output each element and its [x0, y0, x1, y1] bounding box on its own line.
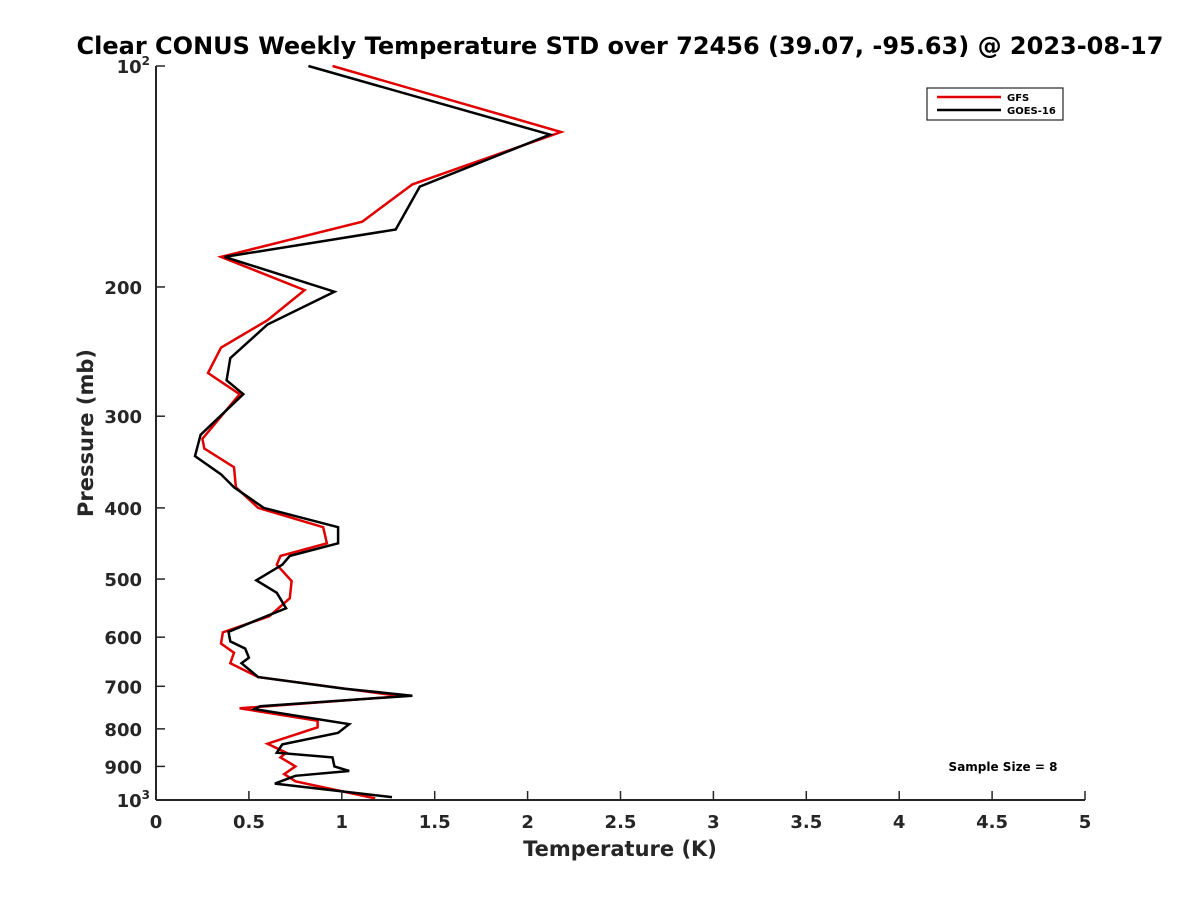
x-tick-label: 2.5: [605, 812, 637, 833]
y-tick-label: 700: [104, 677, 142, 698]
legend: GFS GOES-16: [926, 87, 1064, 121]
y-tick-label: 800: [104, 720, 142, 741]
x-tick-label: 3.5: [790, 812, 822, 833]
y-tick-label: 400: [104, 499, 142, 520]
sample-size-annotation: Sample Size = 8: [949, 760, 1058, 774]
y-tick-label: 103: [117, 788, 150, 812]
y-axis-label: Pressure (mb): [74, 349, 98, 517]
x-tick-label: 3: [707, 812, 720, 833]
y-tick-label: 300: [104, 407, 142, 428]
x-tick-label: 1.5: [419, 812, 451, 833]
chart-title: Clear CONUS Weekly Temperature STD over …: [77, 32, 1164, 60]
legend-label-gfs: GFS: [1007, 93, 1029, 104]
y-tick-label: 600: [104, 628, 142, 649]
x-tick-label: 1: [336, 812, 349, 833]
y-tick-label: 200: [104, 278, 142, 299]
legend-label-goes16: GOES-16: [1007, 106, 1056, 117]
legend-box: [926, 87, 1064, 121]
x-tick-label: 4: [893, 812, 906, 833]
y-tick-label: 102: [117, 54, 150, 78]
y-tick-label: 500: [104, 570, 142, 591]
x-axis-label: Temperature (K): [523, 837, 717, 861]
y-ticks: 102 200 300 400 500 600 700 800 900 103: [104, 54, 165, 812]
series-line-gfs: [201, 64, 566, 800]
series-layer: [193, 64, 566, 800]
x-tick-label: 0.5: [233, 812, 265, 833]
x-tick-label: 0: [150, 812, 163, 833]
series-line-goes16: [193, 64, 554, 799]
y-tick-label: 900: [104, 757, 142, 778]
x-tick-label: 4.5: [976, 812, 1008, 833]
x-tick-label: 2: [521, 812, 534, 833]
x-ticks: 0 0.5 1 1.5 2 2.5 3 3.5 4 4.5 5: [150, 791, 1092, 833]
x-tick-label: 5: [1079, 812, 1092, 833]
